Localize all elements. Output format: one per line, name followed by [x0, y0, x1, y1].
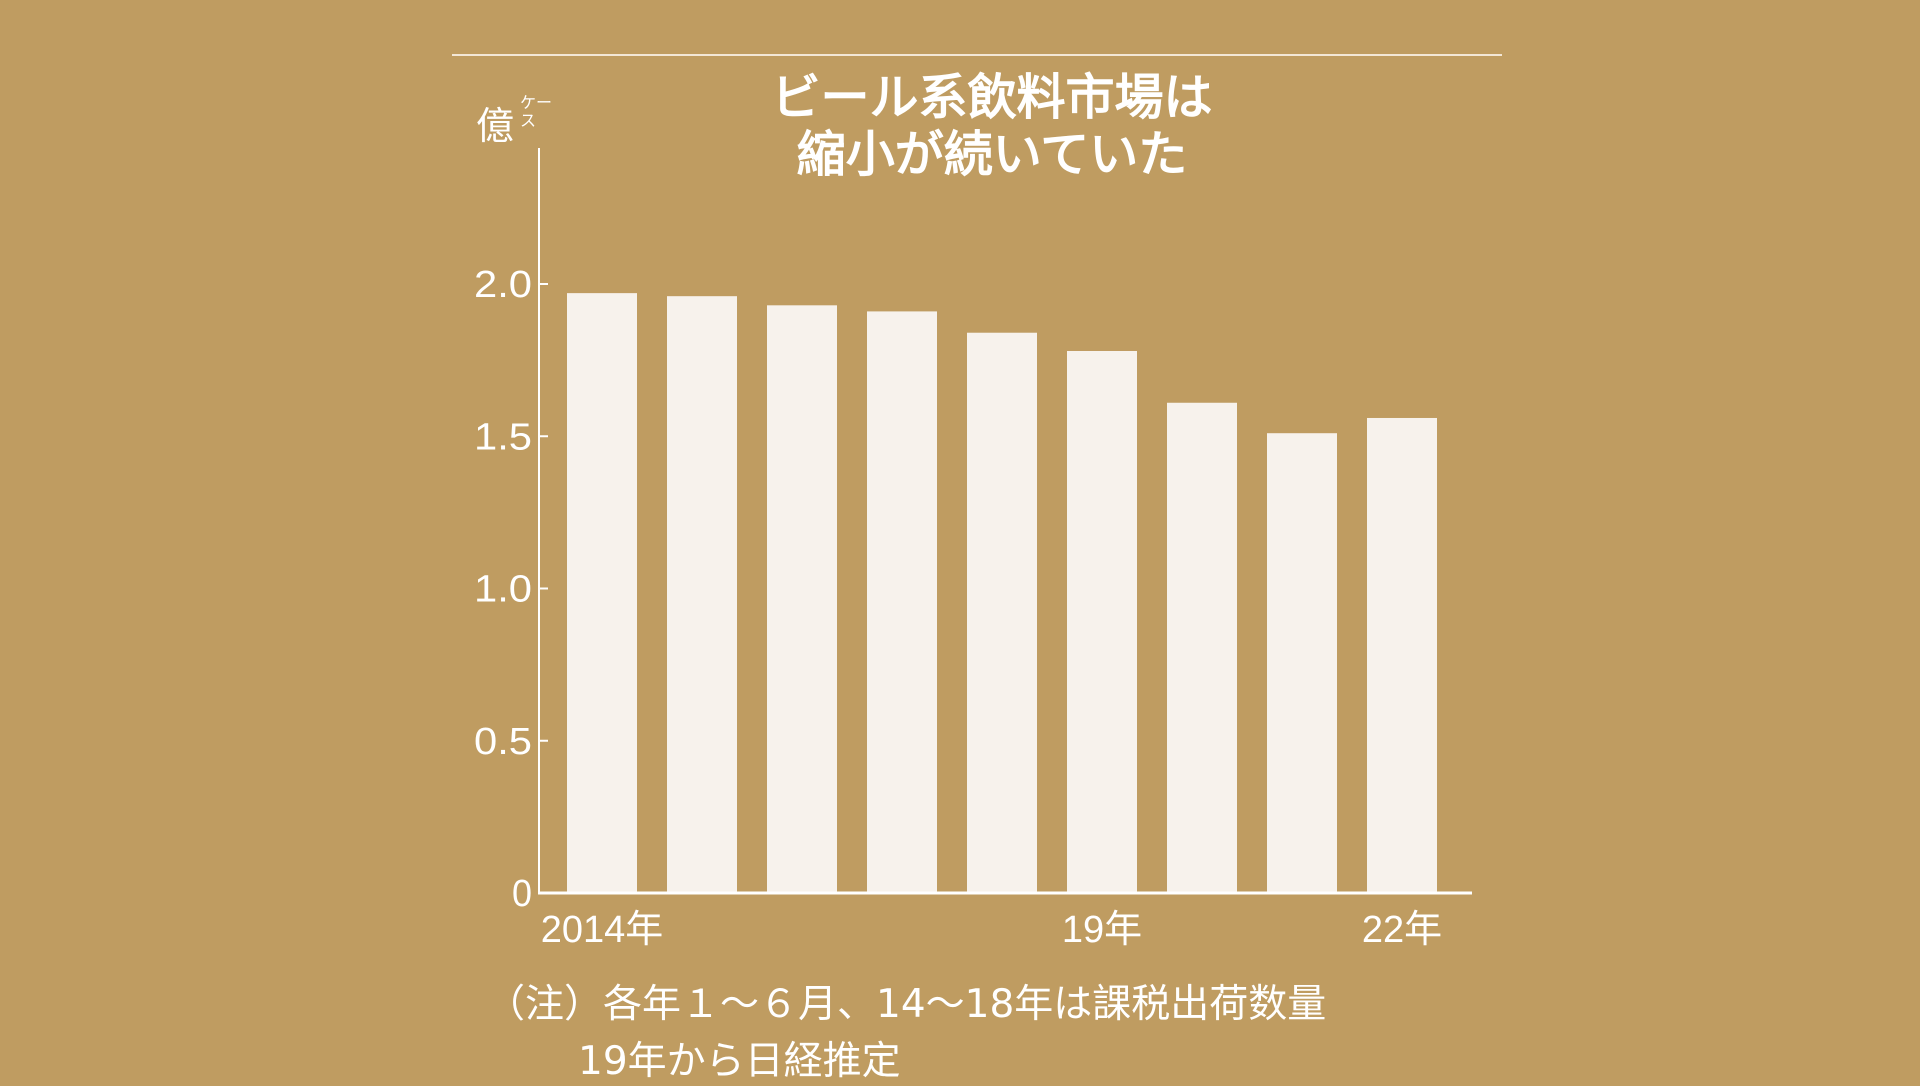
- x-tick-label-2014: 2014年: [541, 909, 664, 951]
- bar-2018: [967, 333, 1037, 893]
- y-tick-label: 1.5: [474, 416, 532, 458]
- y-tick-label: 2.0: [474, 264, 532, 306]
- chart-note-line-2: 19年から日経推定: [578, 1030, 901, 1086]
- y-axis-unit: 億: [476, 95, 514, 150]
- y-tick-label: 1.0: [474, 569, 532, 611]
- y-ticks-group: 0 0.5 1.0 1.5 2.0: [474, 264, 548, 915]
- y-tick-label: 0.5: [474, 721, 532, 763]
- chart-title-line-2: 縮小が続いていた: [32, 130, 1920, 179]
- bar-2017: [867, 311, 937, 893]
- bar-2016: [767, 305, 837, 893]
- y-tick-label: 0: [512, 873, 532, 915]
- bars-group: [567, 293, 1437, 893]
- x-tick-label-2022: 22年: [1362, 909, 1442, 951]
- bar-2020: [1167, 403, 1237, 893]
- chart-note-line-1: （注）各年１～６月、14～18年は課税出荷数量: [486, 973, 1326, 1029]
- bar-2015: [667, 296, 737, 893]
- x-ticks-group: 2014年 19年 22年: [541, 909, 1442, 951]
- bar-2022: [1367, 418, 1437, 893]
- bar-2019: [1067, 351, 1137, 893]
- chart-title-line-1: ビール系飲料市場は: [32, 73, 1920, 122]
- x-tick-label-2019: 19年: [1062, 909, 1142, 951]
- bar-2014: [567, 293, 637, 893]
- bar-2021: [1267, 433, 1337, 893]
- y-axis-unit-sub: ケース: [520, 94, 560, 130]
